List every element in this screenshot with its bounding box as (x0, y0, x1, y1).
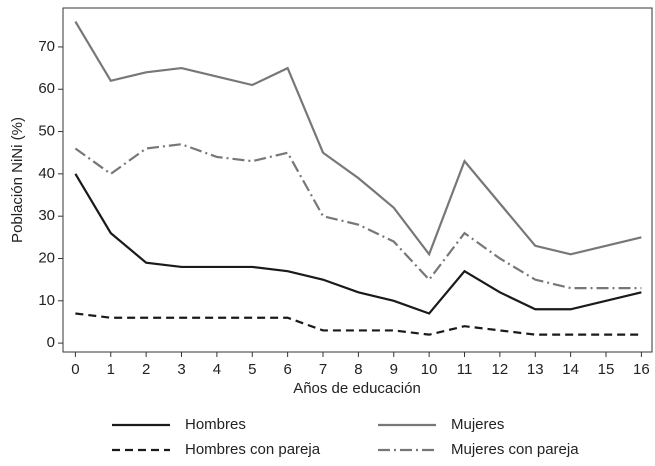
x-tick-label: 15 (598, 361, 615, 378)
plot-frame (62, 7, 653, 353)
x-tick-label: 10 (421, 361, 438, 378)
legend-label: Mujeres con pareja (451, 441, 579, 458)
x-tick-label: 6 (283, 361, 291, 378)
x-tick-label: 9 (390, 361, 398, 378)
series-line (74, 143, 642, 290)
series-line (74, 173, 642, 315)
x-tick-label: 4 (213, 361, 221, 378)
x-tick-label: 1 (107, 361, 115, 378)
x-tick-label: 3 (177, 361, 185, 378)
x-tick-label: 2 (142, 361, 150, 378)
y-tick-label: 40 (38, 165, 55, 182)
legend-label: Mujeres (451, 416, 504, 433)
y-tick-label: 10 (38, 292, 55, 309)
y-axis-title: Población NiNi (%) (9, 117, 26, 243)
y-tick-label: 0 (47, 334, 55, 351)
x-tick-label: 0 (71, 361, 79, 378)
x-tick-label: 11 (457, 361, 473, 378)
y-tick-label: 20 (38, 249, 55, 266)
x-tick-label: 8 (354, 361, 362, 378)
series-line (75, 312, 642, 336)
y-tick-label: 50 (38, 123, 55, 140)
legend-label: Hombres (185, 416, 246, 433)
x-tick-label: 7 (319, 361, 327, 378)
x-tick-label: 16 (633, 361, 650, 378)
x-tick-label: 14 (562, 361, 579, 378)
x-tick-label: 13 (527, 361, 544, 378)
x-axis-title: Años de educación (293, 380, 421, 397)
y-tick-label: 30 (38, 207, 55, 224)
x-tick-label: 12 (492, 361, 509, 378)
legend-label: Hombres con pareja (185, 441, 321, 458)
x-tick-label: 5 (248, 361, 256, 378)
series-line (74, 20, 642, 257)
y-tick-label: 60 (38, 80, 55, 97)
y-tick-label: 70 (38, 38, 55, 55)
